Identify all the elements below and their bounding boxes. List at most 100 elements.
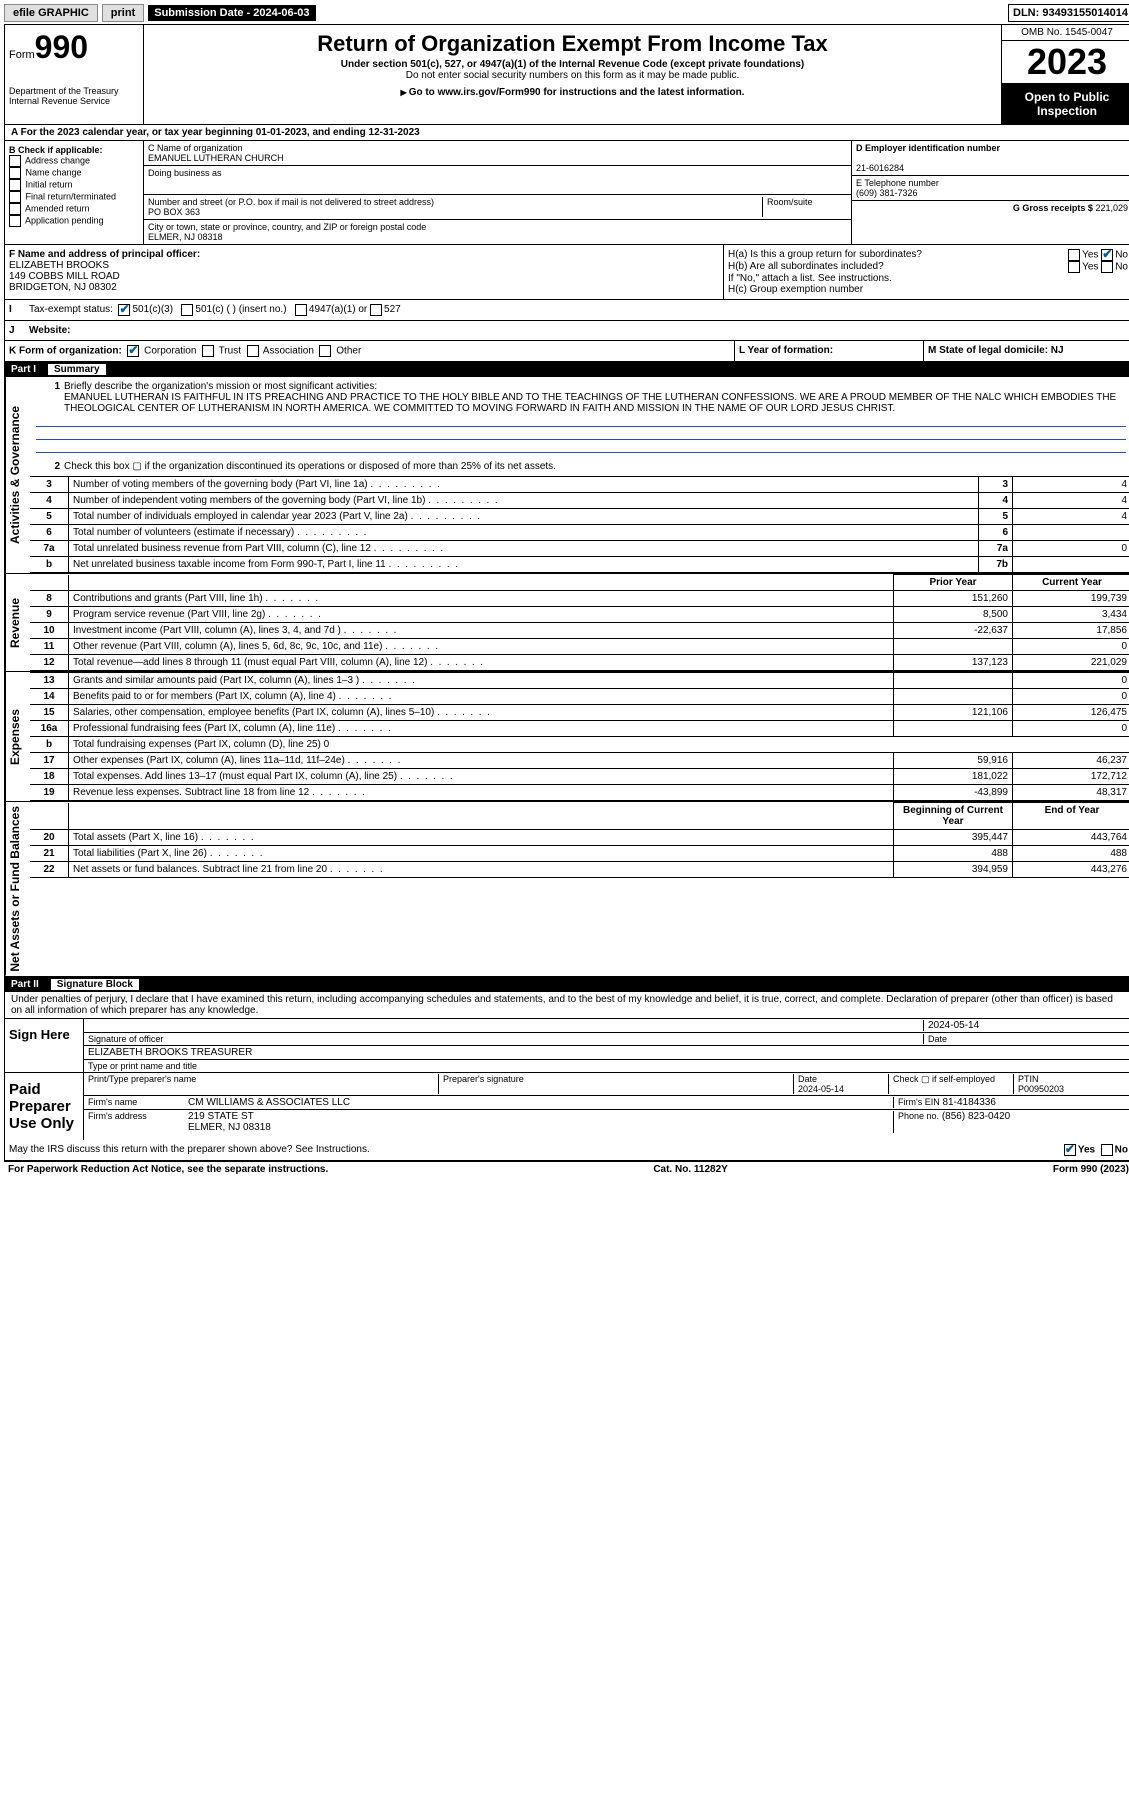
discuss-yes-checkbox[interactable] <box>1064 1144 1076 1156</box>
form-title: Return of Organization Exempt From Incom… <box>148 31 997 57</box>
omb-label: OMB No. 1545-0047 <box>1002 25 1129 41</box>
period-b: , and ending 12-31-2023 <box>307 127 420 138</box>
city-label: City or town, state or province, country… <box>148 222 426 232</box>
part1-label: Part I <box>11 364 36 375</box>
i-opt2: 501(c) ( ) (insert no.) <box>195 304 286 316</box>
current-value: 199,739 <box>1013 591 1129 607</box>
row-num: b <box>30 737 69 753</box>
other-checkbox[interactable] <box>319 345 331 357</box>
current-value: 221,029 <box>1013 655 1129 671</box>
row-num: 16a <box>30 721 69 737</box>
top-bar: efile GRAPHIC print Submission Date - 20… <box>4 4 1129 22</box>
cat-no: Cat. No. 11282Y <box>653 1164 727 1175</box>
firm-addr-label: Firm's address <box>88 1111 188 1133</box>
row-num: 12 <box>30 655 69 671</box>
governance-sidebar: Activities & Governance <box>5 377 30 573</box>
revenue-table: Prior Year Current Year8 Contributions a… <box>30 574 1129 671</box>
footer: For Paperwork Reduction Act Notice, see … <box>4 1162 1129 1177</box>
current-value: 443,764 <box>1013 830 1129 846</box>
row-num: 19 <box>30 785 69 801</box>
prior-value: 121,106 <box>894 705 1013 721</box>
col-header: End of Year <box>1013 803 1129 830</box>
trust-checkbox[interactable] <box>202 345 214 357</box>
row-label: Total assets (Part X, line 16) . . . . .… <box>69 830 894 846</box>
dept-label: Department of the Treasury <box>9 86 139 96</box>
row-num: 7a <box>30 541 69 557</box>
ha-yes-checkbox[interactable] <box>1068 249 1080 261</box>
prep-date: 2024-05-14 <box>798 1084 844 1094</box>
tax-year: 2023 <box>1002 41 1129 84</box>
j-label: Website: <box>29 325 71 336</box>
row-label: Total liabilities (Part X, line 26) . . … <box>69 846 894 862</box>
hb-label: H(b) Are all subordinates included? <box>728 261 884 273</box>
row-num: 9 <box>30 607 69 623</box>
box-b: B Check if applicable: Address change Na… <box>5 141 144 244</box>
row-num: 8 <box>30 591 69 607</box>
ha-no-checkbox[interactable] <box>1101 249 1113 261</box>
paid-preparer-row: Paid Preparer Use Only Print/Type prepar… <box>5 1072 1129 1140</box>
4947-checkbox[interactable] <box>295 304 307 316</box>
row-num: 18 <box>30 769 69 785</box>
row-num: 21 <box>30 846 69 862</box>
cb-label-4: Amended return <box>25 203 90 213</box>
prior-value: 488 <box>894 846 1013 862</box>
d-label: D Employer identification number <box>856 143 1000 153</box>
type-name-label: Type or print name and title <box>88 1061 197 1071</box>
current-value: 0 <box>1013 639 1129 655</box>
address-change-checkbox[interactable] <box>9 155 21 167</box>
row-num: 20 <box>30 830 69 846</box>
501c-checkbox[interactable] <box>181 304 193 316</box>
row-value: 4 <box>1013 509 1129 525</box>
sign-here-row: Sign Here 2024-05-14 Signature of office… <box>5 1018 1129 1072</box>
part2-label: Part II <box>11 979 39 990</box>
row-label: Revenue less expenses. Subtract line 18 … <box>69 785 894 801</box>
row-label: Grants and similar amounts paid (Part IX… <box>69 673 894 689</box>
firm-addr1: 219 STATE ST <box>188 1111 254 1122</box>
sign-here-label: Sign Here <box>5 1019 84 1072</box>
501c3-checkbox[interactable] <box>118 304 130 316</box>
print-button[interactable]: print <box>102 4 144 22</box>
cb-label-5: Application pending <box>25 215 104 225</box>
check-self: Check ▢ if self-employed <box>888 1074 1013 1094</box>
hb-no-checkbox[interactable] <box>1101 261 1113 273</box>
527-checkbox[interactable] <box>370 304 382 316</box>
officer-name: ELIZABETH BROOKS <box>9 260 109 271</box>
discuss-no-checkbox[interactable] <box>1101 1144 1113 1156</box>
c-label: C Name of organization <box>148 143 243 153</box>
box-b-label: B Check if applicable: <box>9 145 103 155</box>
row-num: 13 <box>30 673 69 689</box>
row-label: Total expenses. Add lines 13–17 (must eq… <box>69 769 894 785</box>
officer-sig-name: ELIZABETH BROOKS TREASURER <box>88 1047 252 1058</box>
goto-link[interactable]: Go to www.irs.gov/Form990 for instructio… <box>409 87 745 98</box>
officer-h-row: F Name and address of principal officer:… <box>5 245 1129 300</box>
expenses-table: 13 Grants and similar amounts paid (Part… <box>30 672 1129 801</box>
row-value: 4 <box>1013 477 1129 493</box>
line-ref: 6 <box>979 525 1013 541</box>
i-row: I Tax-exempt status: 501(c)(3) 501(c) ( … <box>5 300 1129 321</box>
k-opt0: Corporation <box>144 346 196 357</box>
line-ref: 4 <box>979 493 1013 509</box>
initial-return-checkbox[interactable] <box>9 179 21 191</box>
row-num: 14 <box>30 689 69 705</box>
hb-yes-checkbox[interactable] <box>1068 261 1080 273</box>
discuss-label: May the IRS discuss this return with the… <box>9 1144 370 1156</box>
row-label: Number of voting members of the governin… <box>69 477 979 493</box>
hc-label: H(c) Group exemption number <box>728 284 1128 295</box>
efile-label: efile GRAPHIC <box>4 4 98 22</box>
prior-value: 394,959 <box>894 862 1013 878</box>
corp-checkbox[interactable] <box>127 345 139 357</box>
prior-value <box>894 639 1013 655</box>
current-value: 48,317 <box>1013 785 1129 801</box>
amended-return-checkbox[interactable] <box>9 203 21 215</box>
firm-name: CM WILLIAMS & ASSOCIATES LLC <box>188 1097 893 1108</box>
klm-row: K Form of organization: Corporation Trus… <box>5 341 1129 362</box>
firm-ein: 81-4184336 <box>943 1097 996 1108</box>
officer-addr2: BRIDGETON, NJ 08302 <box>9 282 117 293</box>
final-return-checkbox[interactable] <box>9 191 21 203</box>
phone: (609) 381-7326 <box>856 188 918 198</box>
assoc-checkbox[interactable] <box>247 345 259 357</box>
application-pending-checkbox[interactable] <box>9 215 21 227</box>
name-change-checkbox[interactable] <box>9 167 21 179</box>
header-left: Form990 Department of the Treasury Inter… <box>5 25 144 124</box>
row-num: 4 <box>30 493 69 509</box>
